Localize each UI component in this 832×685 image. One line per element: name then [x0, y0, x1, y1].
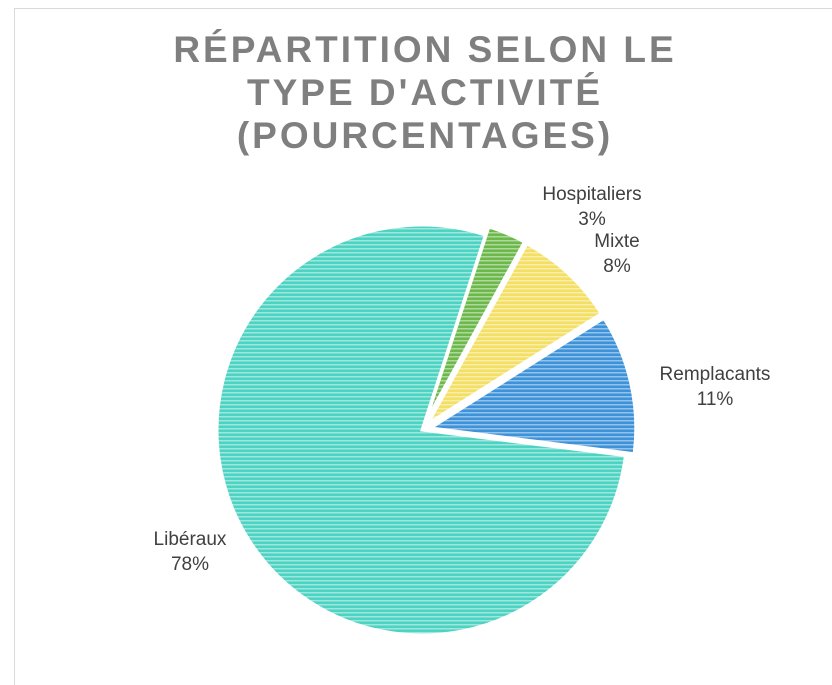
slice-category-label: Libéraux	[154, 529, 227, 550]
slice-value-label: 11%	[697, 389, 734, 410]
chart-border	[14, 8, 832, 685]
slice-category-label: Hospitaliers	[542, 184, 641, 205]
slice-value-label: 3%	[578, 209, 606, 230]
slice-value-label: 8%	[603, 256, 631, 277]
slice-category-label: Remplacants	[660, 364, 771, 385]
slice-value-label: 78%	[171, 554, 209, 575]
chart-title: RÉPARTITION SELON LE TYPE D'ACTIVITÉ (PO…	[173, 29, 677, 156]
slice-category-label: Mixte	[594, 231, 639, 252]
